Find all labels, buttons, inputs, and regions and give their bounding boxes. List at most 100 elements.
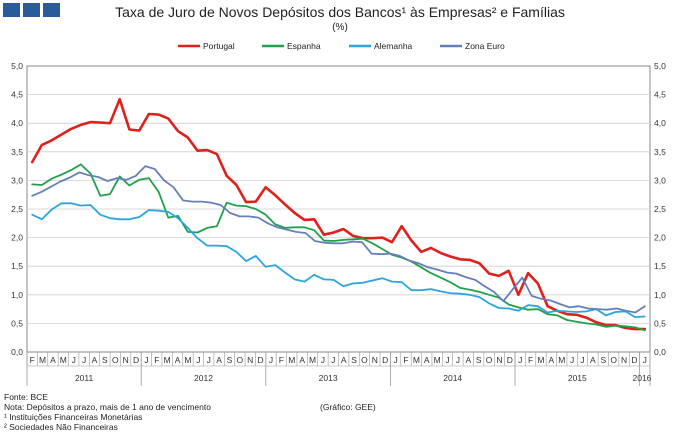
y-tick-label-left: 5,0	[11, 61, 23, 71]
x-tick-label-month: F	[403, 355, 408, 365]
y-tick-label-right: 4,0	[654, 118, 666, 128]
y-tick-label-left: 3,5	[11, 147, 23, 157]
x-year-label: 2013	[319, 373, 338, 383]
legend-item: Espanha	[262, 41, 321, 51]
x-tick-label-month: O	[486, 355, 493, 365]
x-tick-label-month: F	[528, 355, 533, 365]
y-tick-label-right: 2,5	[654, 204, 666, 214]
x-tick-label-month: A	[92, 355, 98, 365]
x-tick-label-month: J	[207, 355, 211, 365]
x-year-label: 2012	[194, 373, 213, 383]
y-tick-label-right: 4,5	[654, 90, 666, 100]
x-tick-label-month: O	[112, 355, 119, 365]
legend-item: Zona Euro	[440, 41, 505, 51]
x-tick-label-month: N	[247, 355, 253, 365]
x-tick-label-month: J	[580, 355, 584, 365]
x-tick-label-month: A	[299, 355, 305, 365]
series-line-espanha	[31, 163, 646, 332]
x-tick-label-month: J	[72, 355, 76, 365]
x-tick-label-month: D	[258, 355, 264, 365]
x-tick-label-month: J	[269, 355, 273, 365]
legend-label: Alemanha	[374, 41, 413, 51]
y-tick-label-left: 1,0	[11, 290, 23, 300]
y-tick-label-right: 3,0	[654, 175, 666, 185]
x-tick-label-month: A	[341, 355, 347, 365]
logo-square	[23, 3, 40, 17]
x-tick-label-month: J	[445, 355, 449, 365]
x-tick-label-month: S	[102, 355, 108, 365]
footnote-2: ² Sociedades Não Financeiras	[4, 422, 118, 432]
series-line-zona-euro	[31, 165, 646, 314]
x-year-label: 2016	[633, 373, 652, 383]
x-year-label: 2015	[568, 373, 587, 383]
x-tick-label-month: M	[413, 355, 420, 365]
x-tick-label-month: O	[361, 355, 368, 365]
legend-label: Espanha	[287, 41, 321, 51]
x-tick-label-month: F	[30, 355, 35, 365]
x-tick-label-month: S	[476, 355, 482, 365]
chart-credit: (Gráfico: GEE)	[320, 402, 376, 412]
y-tick-label-right: 2,0	[654, 233, 666, 243]
source-note: Fonte: BCE	[4, 392, 48, 402]
legend-label: Portugal	[203, 41, 235, 51]
x-tick-label-month: M	[288, 355, 295, 365]
legend-label: Zona Euro	[465, 41, 505, 51]
x-tick-label-month: A	[216, 355, 222, 365]
x-tick-label-month: J	[144, 355, 148, 365]
x-tick-label-month: J	[643, 355, 647, 365]
x-tick-label-month: M	[558, 355, 565, 365]
x-tick-label-month: N	[621, 355, 627, 365]
chart-subtitle: (%)	[332, 22, 348, 33]
x-tick-label-month: M	[309, 355, 316, 365]
y-tick-label-left: 2,5	[11, 204, 23, 214]
x-tick-label-month: J	[456, 355, 460, 365]
y-tick-label-left: 4,5	[11, 90, 23, 100]
y-tick-label-left: 0,5	[11, 318, 23, 328]
y-tick-label-left: 3,0	[11, 175, 23, 185]
x-tick-label-month: D	[507, 355, 513, 365]
y-tick-label-right: 3,5	[654, 147, 666, 157]
x-tick-label-month: A	[424, 355, 430, 365]
x-tick-label-month: O	[610, 355, 617, 365]
footnote-1: ¹ Instituições Financeiras Monetárias	[4, 412, 143, 422]
y-tick-label-left: 2,0	[11, 233, 23, 243]
x-tick-label-month: O	[237, 355, 244, 365]
x-tick-label-month: F	[279, 355, 284, 365]
x-tick-label-month: J	[518, 355, 522, 365]
x-tick-label-month: A	[50, 355, 56, 365]
x-tick-label-month: J	[331, 355, 335, 365]
y-tick-label-left: 1,5	[11, 261, 23, 271]
x-tick-label-month: D	[382, 355, 388, 365]
gee-logo	[3, 3, 60, 17]
logo-square	[43, 3, 60, 17]
x-tick-label-month: M	[60, 355, 67, 365]
x-tick-label-month: M	[537, 355, 544, 365]
x-year-label: 2011	[75, 373, 94, 383]
x-year-label: 2014	[443, 373, 462, 383]
x-tick-label-month: S	[600, 355, 606, 365]
y-tick-label-right: 0,0	[654, 347, 666, 357]
chart-title: Taxa de Juro de Novos Depósitos dos Banc…	[115, 4, 565, 20]
x-tick-label-month: J	[393, 355, 397, 365]
y-tick-label-right: 1,5	[654, 261, 666, 271]
x-tick-label-month: M	[434, 355, 441, 365]
x-tick-label-month: A	[465, 355, 471, 365]
x-tick-label-month: J	[196, 355, 200, 365]
x-tick-label-month: N	[372, 355, 378, 365]
x-tick-label-month: N	[496, 355, 502, 365]
x-tick-label-month: J	[82, 355, 86, 365]
y-tick-label-right: 5,0	[654, 61, 666, 71]
x-tick-label-month: S	[227, 355, 233, 365]
footnote: Nota: Depósitos a prazo, mais de 1 ano d…	[4, 402, 211, 412]
logo-square	[3, 3, 20, 17]
x-tick-label-month: A	[175, 355, 181, 365]
x-tick-label-month: D	[133, 355, 139, 365]
y-tick-label-right: 1,0	[654, 290, 666, 300]
series-line-alemanha	[31, 202, 646, 319]
x-tick-label-month: M	[164, 355, 171, 365]
x-tick-label-month: M	[39, 355, 46, 365]
x-tick-label-month: F	[154, 355, 159, 365]
y-tick-label-left: 0,0	[11, 347, 23, 357]
x-tick-label-month: S	[351, 355, 357, 365]
x-tick-label-month: M	[184, 355, 191, 365]
